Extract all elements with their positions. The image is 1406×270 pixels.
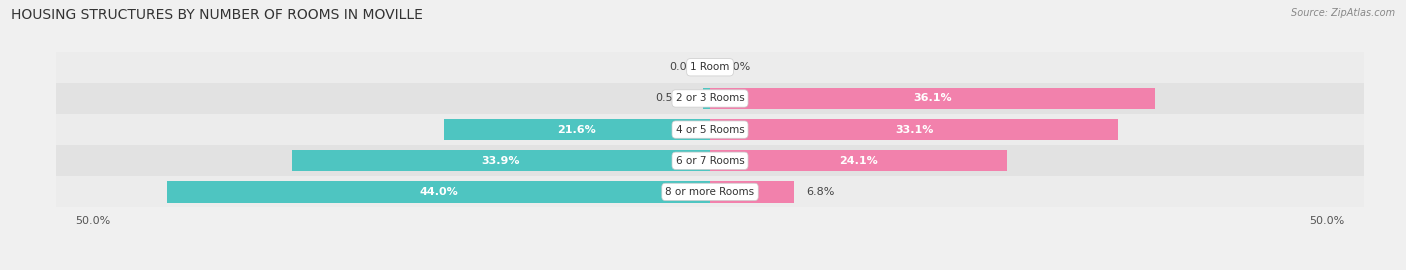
- Bar: [31, 114, 1389, 145]
- Text: 36.1%: 36.1%: [914, 93, 952, 103]
- Text: 33.1%: 33.1%: [896, 124, 934, 135]
- Text: 33.9%: 33.9%: [482, 156, 520, 166]
- Bar: [31, 176, 1389, 207]
- Bar: [703, 88, 710, 109]
- Bar: [31, 52, 1389, 83]
- Bar: [31, 145, 1389, 176]
- Text: Source: ZipAtlas.com: Source: ZipAtlas.com: [1291, 8, 1395, 18]
- Text: HOUSING STRUCTURES BY NUMBER OF ROOMS IN MOVILLE: HOUSING STRUCTURES BY NUMBER OF ROOMS IN…: [11, 8, 423, 22]
- Bar: [292, 150, 710, 171]
- Text: 6.8%: 6.8%: [806, 187, 835, 197]
- Bar: [710, 88, 1156, 109]
- Text: 0.0%: 0.0%: [723, 62, 751, 72]
- Text: 44.0%: 44.0%: [419, 187, 458, 197]
- Text: 0.56%: 0.56%: [655, 93, 690, 103]
- Text: 1 Room: 1 Room: [690, 62, 730, 72]
- Bar: [710, 119, 1118, 140]
- Text: 0.0%: 0.0%: [669, 62, 697, 72]
- Text: 21.6%: 21.6%: [557, 124, 596, 135]
- Bar: [31, 83, 1389, 114]
- Text: 6 or 7 Rooms: 6 or 7 Rooms: [676, 156, 744, 166]
- Text: 8 or more Rooms: 8 or more Rooms: [665, 187, 755, 197]
- Bar: [710, 181, 794, 202]
- Text: 24.1%: 24.1%: [839, 156, 879, 166]
- Text: 4 or 5 Rooms: 4 or 5 Rooms: [676, 124, 744, 135]
- Bar: [443, 119, 710, 140]
- Bar: [167, 181, 710, 202]
- Bar: [710, 150, 1007, 171]
- Text: 2 or 3 Rooms: 2 or 3 Rooms: [676, 93, 744, 103]
